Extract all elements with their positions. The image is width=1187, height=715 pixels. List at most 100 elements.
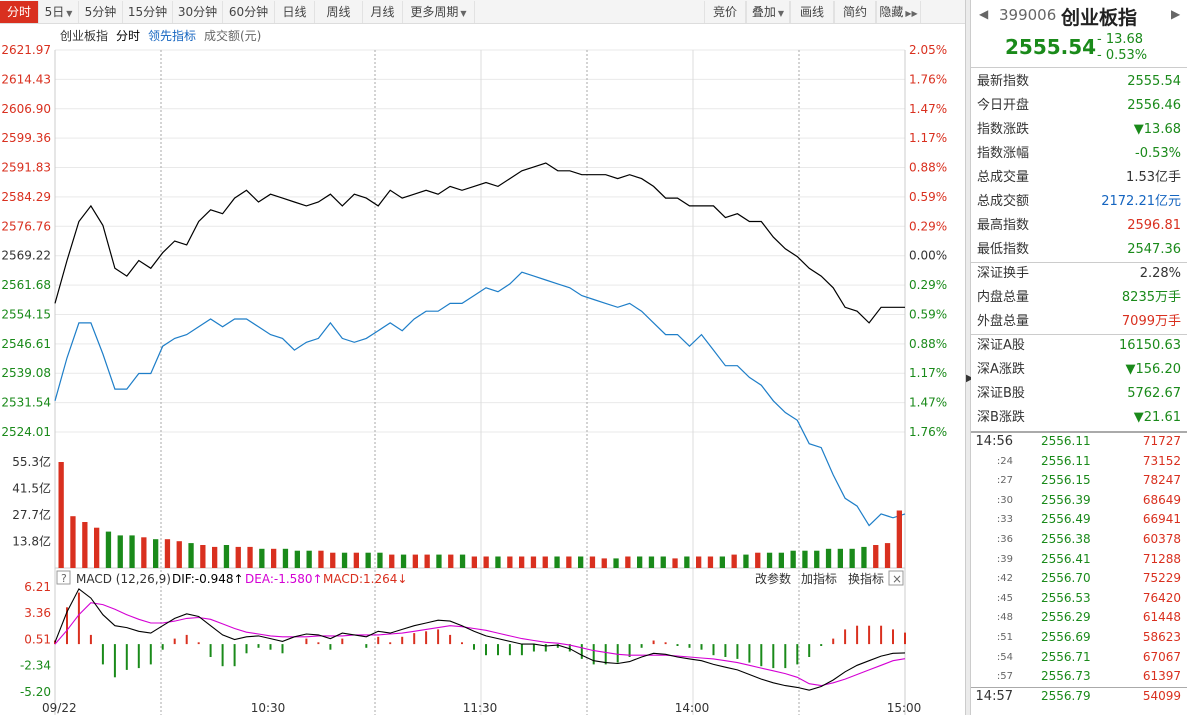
tick-price: 2556.71 <box>1041 649 1091 664</box>
stat-row: 深A涨跌 ▼156.20 <box>977 358 1181 382</box>
prev-symbol-icon[interactable]: ◀ <box>979 7 989 21</box>
toolbar-btn-4[interactable]: 隐藏 ▶▶ <box>876 1 921 23</box>
period-tab-9[interactable]: 更多周期 ▼ <box>403 1 475 23</box>
period-tab-3[interactable]: 15分钟 <box>123 1 173 23</box>
volume-bar <box>424 554 430 568</box>
period-tab-label: 60分钟 <box>228 5 269 19</box>
toolbar-btn-3[interactable]: 简约 <box>834 1 876 23</box>
divider <box>971 262 1187 263</box>
stat-row: 今日开盘 2556.46 <box>977 94 1181 118</box>
volume-bar <box>530 556 537 568</box>
tick-time: :36 <box>996 534 1013 545</box>
price-axis-label: 2561.68 <box>1 278 51 292</box>
pct-axis-label: 1.47% <box>909 102 947 116</box>
volume-bar <box>873 545 879 568</box>
pct-axis-label: 0.29% <box>909 278 947 292</box>
volume-bar <box>578 556 584 568</box>
period-tab-2[interactable]: 5分钟 <box>79 1 123 23</box>
stat-value: ▼21.61 <box>1133 410 1181 425</box>
expand-icon: ▶▶ <box>905 9 918 18</box>
tick-time: :30 <box>996 494 1013 506</box>
stat-label: 今日开盘 <box>977 98 1030 113</box>
period-tab-label: 分时 <box>6 5 31 19</box>
tick-volume: 61397 <box>1142 669 1181 684</box>
stat-label: 外盘总量 <box>977 314 1030 329</box>
volume-bar <box>353 552 359 568</box>
period-tab-7[interactable]: 周线 <box>315 1 363 23</box>
stat-value: 16150.63 <box>1118 338 1181 353</box>
volume-bar <box>896 510 902 568</box>
pct-axis-label: 0.88% <box>909 161 947 175</box>
tick-volume: 68649 <box>1142 492 1181 507</box>
dropdown-caret-icon: ▼ <box>460 9 467 18</box>
toolbar-btn-1[interactable]: 叠加 ▼ <box>746 1 790 23</box>
period-tab-4[interactable]: 30分钟 <box>173 1 223 23</box>
volume-bar <box>766 552 773 568</box>
volume-bar <box>542 556 548 568</box>
tick-row: :30 2556.39 68649 <box>975 491 1185 511</box>
period-tab-5[interactable]: 60分钟 <box>223 1 275 23</box>
volume-bar <box>471 556 477 568</box>
stat-value: 2555.54 <box>1127 74 1181 89</box>
stat-label: 深B涨跌 <box>977 410 1025 425</box>
volume-bar <box>707 556 714 568</box>
panel-splitter[interactable]: ▶ <box>965 0 974 715</box>
volume-bar <box>589 556 596 568</box>
volume-bar <box>696 556 702 568</box>
tick-volume: 66941 <box>1142 512 1181 527</box>
tick-price: 2556.70 <box>1041 571 1091 586</box>
price-axis-label: 2546.61 <box>1 337 51 351</box>
stat-label: 总成交量 <box>977 170 1030 185</box>
period-tab-6[interactable]: 日线 <box>275 1 315 23</box>
tick-time: 14:57 <box>975 688 1013 704</box>
tick-row: :36 2556.38 60378 <box>975 530 1185 550</box>
tick-price: 2556.39 <box>1041 492 1091 507</box>
tick-volume: 61448 <box>1142 610 1181 625</box>
toolbar-btn-0[interactable]: 竞价 <box>704 1 746 23</box>
tick-volume: 67067 <box>1142 649 1181 664</box>
divider <box>971 334 1187 335</box>
toolbar-btn-2[interactable]: 画线 <box>790 1 834 23</box>
stat-label: 深A涨跌 <box>977 362 1025 377</box>
volume-bar <box>247 546 253 568</box>
macd-dif-line <box>54 588 906 691</box>
volume-axis-label: 27.7亿 <box>12 507 51 522</box>
tick-row: :45 2556.53 76420 <box>975 589 1185 609</box>
symbol-code: 399006 <box>999 6 1057 24</box>
period-tab-label: 15分钟 <box>127 5 168 19</box>
macd-axis-label: 6.21 <box>24 580 51 594</box>
volume-bar <box>790 550 796 568</box>
stat-value: 7099万手 <box>1121 314 1181 329</box>
volume-bar <box>235 546 241 568</box>
chart-legend-name: 创业板指 <box>60 28 108 43</box>
intraday-chart[interactable]: 2621.97 2.05% 2614.43 1.76% 2606.90 1.47% 2599… <box>0 24 965 715</box>
volume-bar <box>884 543 891 568</box>
stat-row: 内盘总量 8235万手 <box>977 286 1181 310</box>
volume-bar <box>176 541 182 568</box>
period-tab-0[interactable]: 分时 <box>0 1 39 23</box>
tick-row: :48 2556.29 61448 <box>975 608 1185 628</box>
next-symbol-icon[interactable]: ▶ <box>1171 7 1181 21</box>
pct-axis-label: 0.59% <box>909 190 947 204</box>
tick-row: 14:57 2556.79 54099 <box>975 687 1185 707</box>
price-axis-label: 2539.08 <box>1 366 51 380</box>
volume-bar <box>625 556 631 568</box>
price-axis-label: 2591.83 <box>1 161 51 175</box>
stat-label: 最低指数 <box>977 242 1030 257</box>
volume-bar <box>519 556 525 568</box>
switch-indicator-button: 换指标 <box>848 571 884 586</box>
pct-axis-label: 1.17% <box>909 366 947 380</box>
volume-bar <box>814 550 820 568</box>
volume-axis-label: 55.3亿 <box>12 454 51 469</box>
collapse-arrow-icon[interactable]: ▶ <box>966 373 974 384</box>
time-axis-label: 10:30 <box>251 701 286 715</box>
period-tab-1[interactable]: 5日 ▼ <box>39 1 79 23</box>
macd-dea-line <box>54 602 906 687</box>
quote-panel: ◀ 399006 创业板指 ▶ 2555.54 - 13.68 - 0.53% … <box>971 0 1187 715</box>
stat-value: -0.53% <box>1135 146 1181 161</box>
stat-value: 2556.46 <box>1127 98 1181 113</box>
period-tab-8[interactable]: 月线 <box>363 1 403 23</box>
volume-bar <box>755 552 761 568</box>
tick-volume: 54099 <box>1142 688 1181 703</box>
volume-bar <box>719 556 725 568</box>
